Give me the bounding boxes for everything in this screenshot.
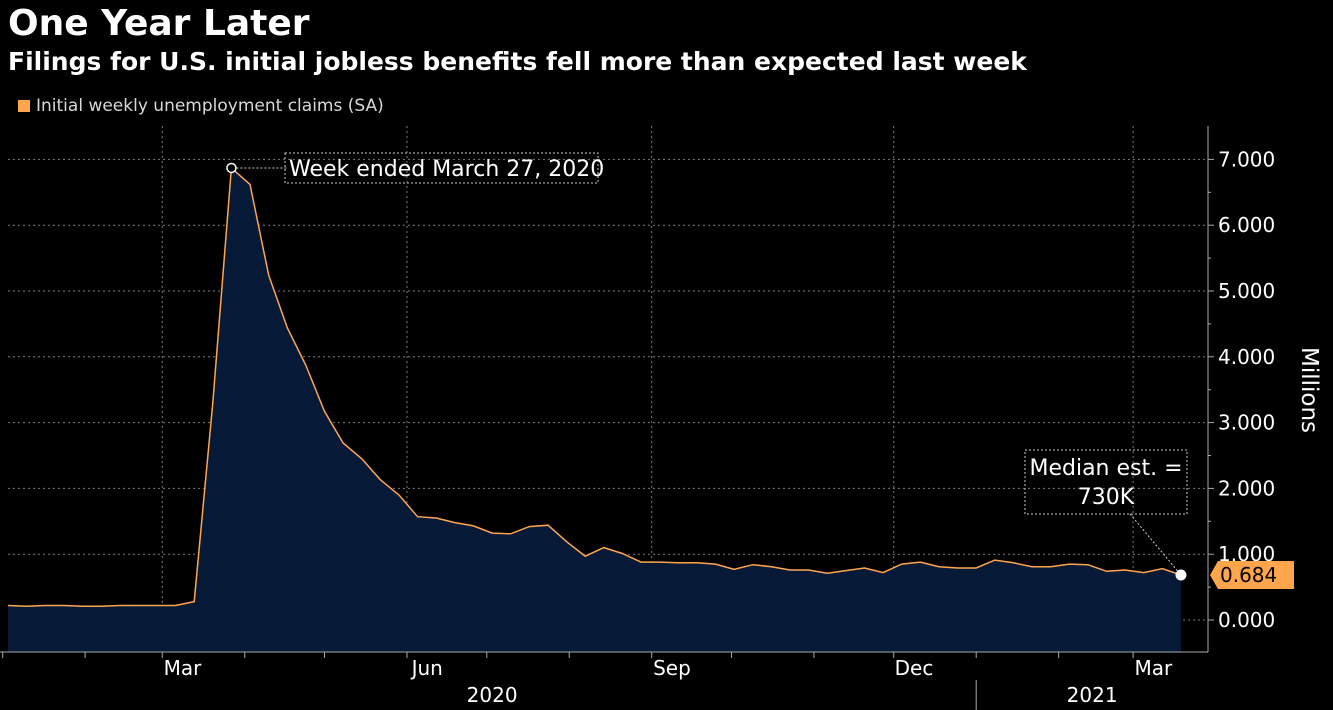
peak-annotation-box [284, 152, 599, 184]
y-tick-label: 4.000 [1218, 345, 1275, 369]
chart-subtitle: Filings for U.S. initial jobless benefit… [8, 47, 1027, 76]
year-label-2020: 2020 [467, 683, 518, 707]
last-point-marker [1175, 569, 1187, 581]
x-tick-label: Dec [895, 656, 934, 680]
last-value-text: 0.684 [1220, 563, 1277, 587]
y-tick-label: 2.000 [1218, 476, 1275, 500]
x-tick-label: Sep [653, 656, 691, 680]
median-annotation-line: Median est. = [1029, 456, 1182, 481]
last-value-badge [1210, 560, 1294, 589]
y-tick-label: 0.000 [1218, 608, 1275, 632]
x-tick-label: Mar [1134, 656, 1173, 680]
axes [0, 126, 1214, 710]
chart-title: One Year Later [8, 3, 310, 44]
median-annotation-line: 730K [1078, 485, 1135, 510]
x-tick-label: Mar [164, 656, 203, 680]
peak-annotation-text: Week ended March 27, 2020 [289, 157, 604, 182]
year-label-2021: 2021 [1067, 683, 1118, 707]
x-tick-label: Jun [410, 656, 443, 680]
series-line [7, 166, 1182, 607]
median-leader [1129, 513, 1182, 576]
median-annotation-box [1024, 449, 1188, 515]
legend: Initial weekly unemployment claims (SA) [18, 96, 384, 116]
legend-swatch [18, 100, 30, 112]
series-area-fill [8, 168, 1181, 652]
peak-marker [226, 162, 237, 174]
y-tick-label: 5.000 [1218, 279, 1275, 303]
annotations: Week ended March 27, 2020 Median est. = 73… [226, 152, 1294, 589]
legend-label: Initial weekly unemployment claims (SA) [36, 96, 384, 116]
y-axis-label: Millions [1296, 347, 1322, 433]
y-tick-label: 3.000 [1218, 411, 1275, 435]
y-tick-label: 7.000 [1218, 147, 1275, 171]
y-tick-label: 6.000 [1218, 213, 1275, 237]
